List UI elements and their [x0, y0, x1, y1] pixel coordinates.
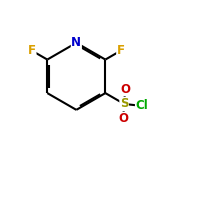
Text: N: N	[71, 36, 81, 49]
Text: Cl: Cl	[136, 99, 148, 112]
Text: O: O	[120, 83, 130, 96]
Text: S: S	[120, 97, 128, 110]
Text: F: F	[117, 44, 125, 57]
Text: O: O	[118, 112, 128, 125]
Text: F: F	[28, 44, 36, 57]
